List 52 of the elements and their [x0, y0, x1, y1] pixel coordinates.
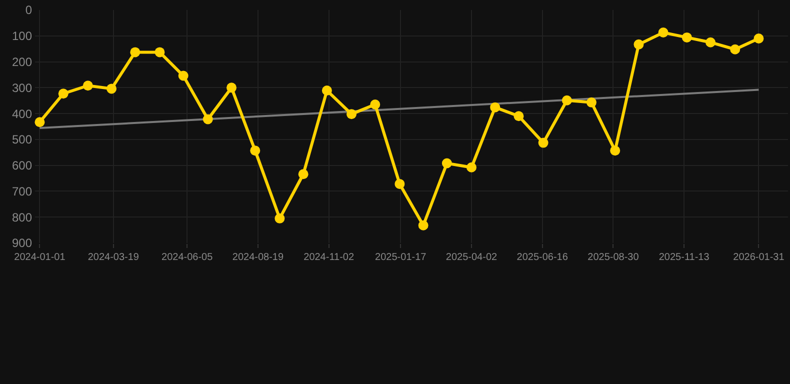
point [442, 158, 452, 168]
y-tick-label: 700 [12, 184, 32, 198]
point [202, 114, 213, 124]
x-tick-label: 2025-04-02 [446, 252, 498, 263]
x-tick-label: 2025-06-16 [516, 252, 568, 263]
point [178, 70, 188, 81]
point [730, 44, 740, 54]
point [34, 117, 45, 128]
point [418, 220, 428, 230]
point [130, 47, 140, 58]
y-tick-label: 400 [12, 106, 32, 121]
x-tick-label: 2024-01-01 [14, 252, 66, 263]
y-tick-label: 300 [12, 80, 32, 95]
point [610, 146, 620, 156]
x-tick-label: 2026-01-31 [733, 252, 785, 263]
point [154, 47, 165, 58]
y-tick-label: 800 [12, 210, 32, 224]
point [250, 146, 260, 156]
point [346, 109, 357, 120]
y-tick-label: 500 [12, 132, 32, 147]
point [682, 32, 692, 42]
point [82, 80, 93, 91]
point [106, 84, 117, 94]
point [706, 37, 716, 48]
y-tick-label: 900 [12, 236, 32, 250]
point [634, 39, 644, 50]
y-tick-label: 200 [12, 54, 32, 69]
x-tick-label: 2024-11-02 [304, 252, 354, 263]
point [58, 88, 68, 99]
x-tick-label: 2024-08-19 [232, 252, 284, 263]
point [538, 138, 548, 148]
x-tick-label: 2025-11-13 [658, 252, 710, 263]
point [466, 162, 476, 172]
point [274, 213, 285, 224]
point [658, 28, 668, 38]
point [514, 111, 524, 122]
point [754, 33, 764, 44]
y-tick-label: 100 [12, 29, 32, 44]
point [490, 102, 500, 112]
point [370, 99, 380, 110]
point [226, 82, 237, 93]
x-tick-label: 2024-03-19 [88, 252, 140, 263]
point [394, 178, 405, 189]
x-tick-label: 2025-08-30 [588, 252, 640, 263]
point [586, 97, 596, 108]
y-tick-label: 600 [12, 158, 32, 173]
point [562, 95, 572, 106]
x-tick-label: 2025-01-17 [375, 252, 427, 263]
y-tick-label: 0 [25, 3, 32, 18]
point [322, 86, 332, 96]
x-tick-label: 2024-06-05 [162, 252, 214, 263]
point [298, 169, 308, 180]
